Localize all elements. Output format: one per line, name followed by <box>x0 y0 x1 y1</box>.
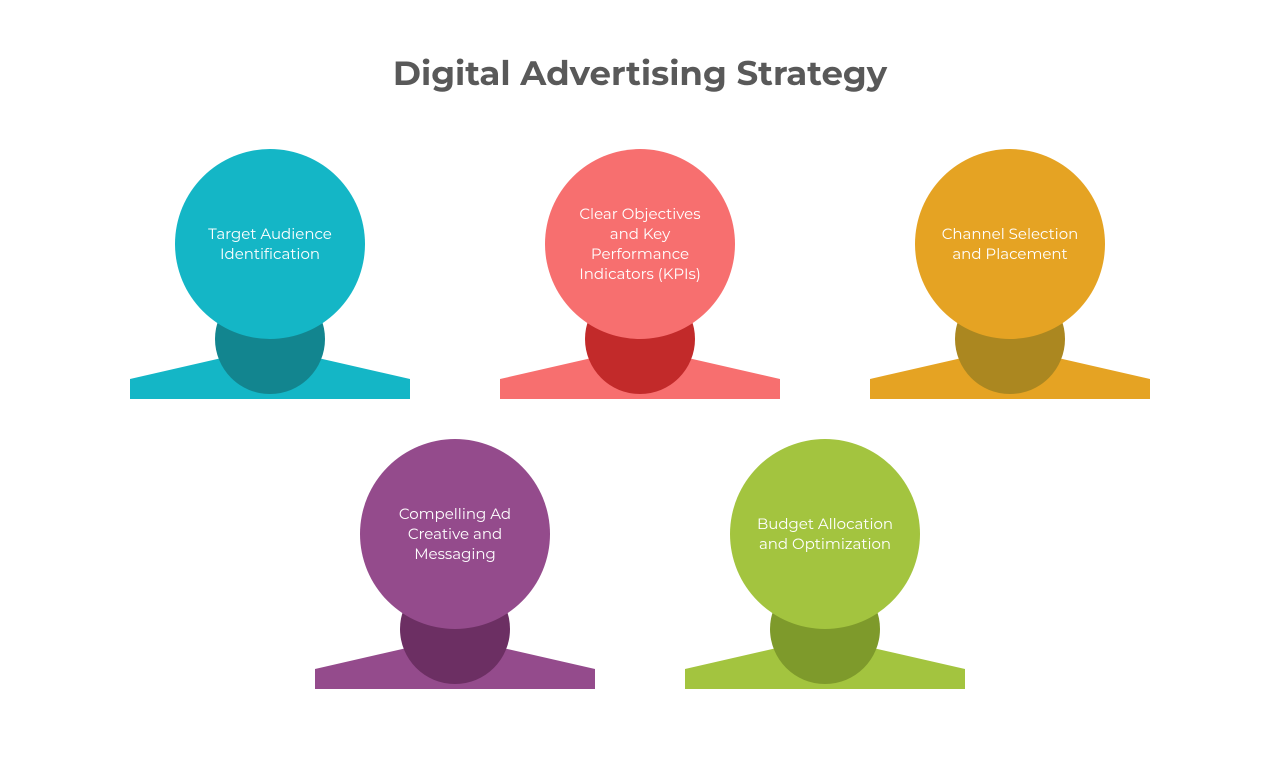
page-title: Digital Advertising Strategy <box>0 52 1280 94</box>
label-budget-allocation: Budget Allocation and Optimization <box>754 514 896 555</box>
item-ad-creative: Compelling Ad Creative and Messaging <box>315 439 595 689</box>
circle-target-audience: Target Audience Identification <box>175 149 365 339</box>
label-target-audience: Target Audience Identification <box>199 224 341 265</box>
circle-budget-allocation: Budget Allocation and Optimization <box>730 439 920 629</box>
item-target-audience: Target Audience Identification <box>130 149 410 399</box>
label-ad-creative: Compelling Ad Creative and Messaging <box>384 504 526 565</box>
label-objectives-kpis: Clear Objectives and Key Performance Ind… <box>569 204 711 285</box>
row-top: Target Audience Identification Clear Obj… <box>0 149 1280 399</box>
item-channel-selection: Channel Selection and Placement <box>870 149 1150 399</box>
item-objectives-kpis: Clear Objectives and Key Performance Ind… <box>500 149 780 399</box>
circle-ad-creative: Compelling Ad Creative and Messaging <box>360 439 550 629</box>
circle-objectives-kpis: Clear Objectives and Key Performance Ind… <box>545 149 735 339</box>
item-budget-allocation: Budget Allocation and Optimization <box>685 439 965 689</box>
row-bottom: Compelling Ad Creative and Messaging Bud… <box>0 439 1280 689</box>
label-channel-selection: Channel Selection and Placement <box>939 224 1081 265</box>
circle-channel-selection: Channel Selection and Placement <box>915 149 1105 339</box>
